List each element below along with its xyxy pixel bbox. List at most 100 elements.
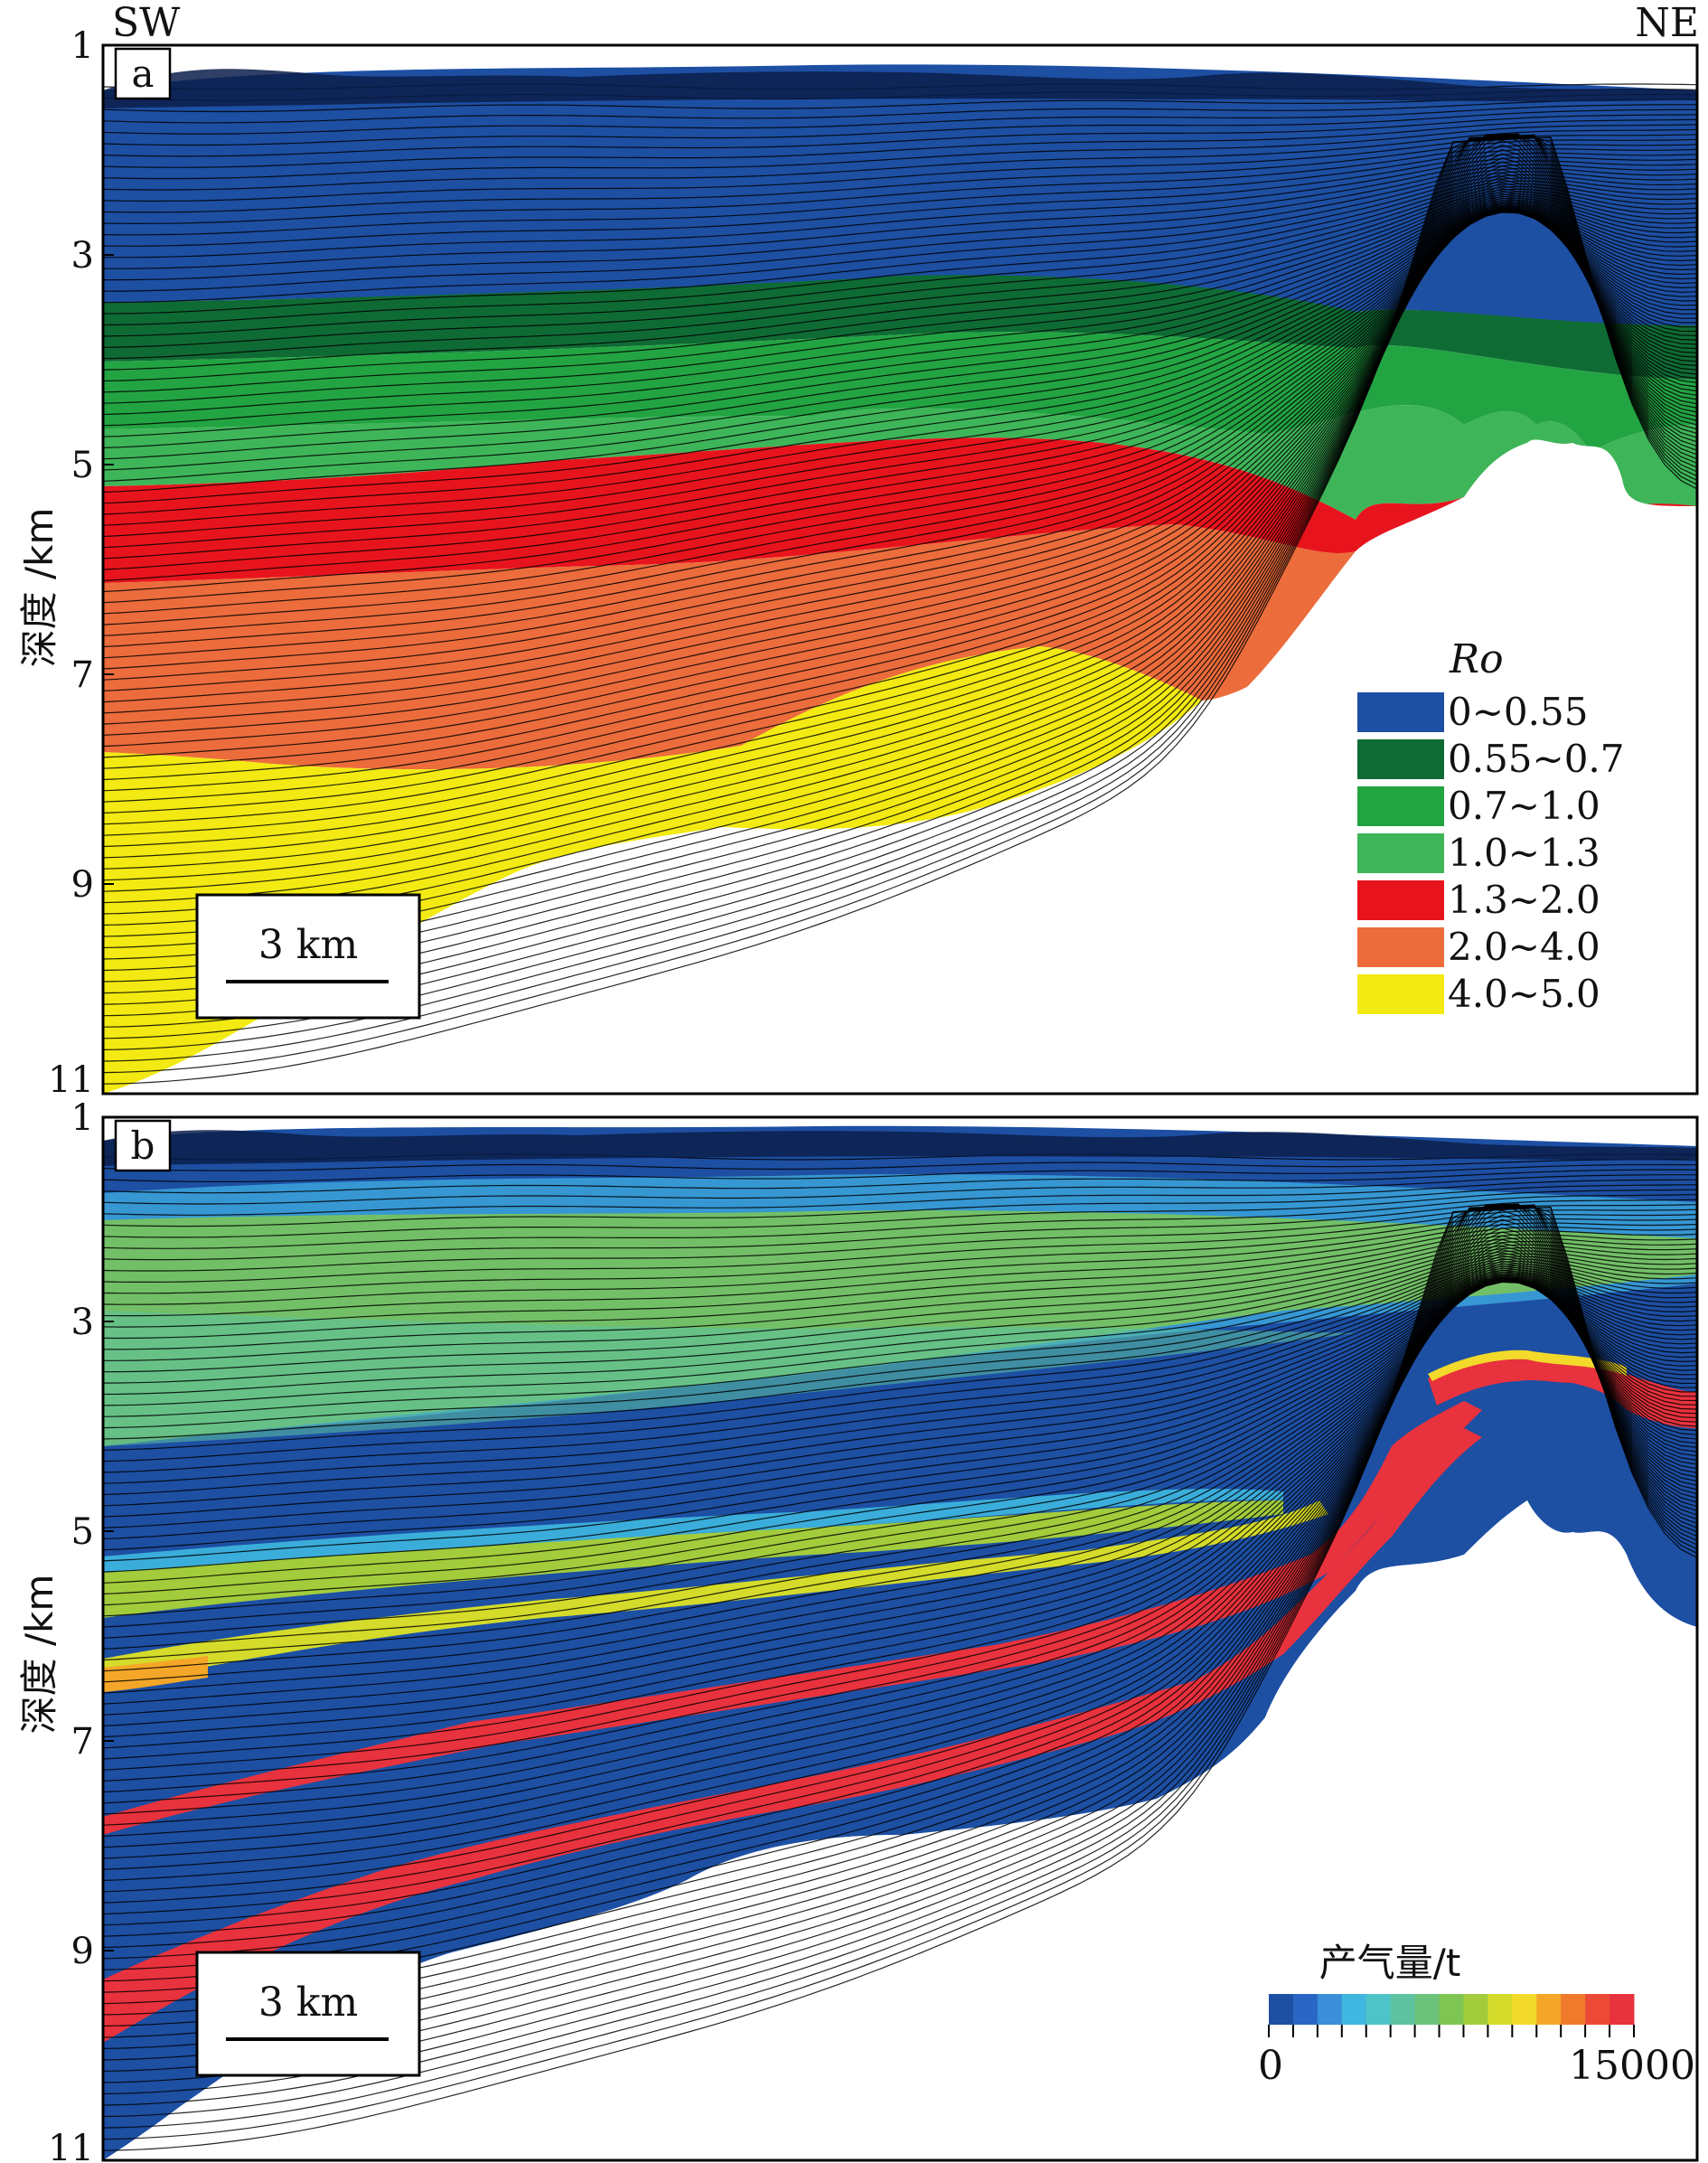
legend-item-label: 4.0~5.0: [1448, 972, 1600, 1016]
strata-line: [103, 157, 1697, 870]
strata-line: [103, 99, 1697, 124]
ro-zone-1.3-2.0: [103, 437, 1464, 583]
y-tick-label: 3: [71, 1302, 94, 1343]
colorbar-segment: [1292, 1994, 1319, 2025]
gas-red-bed-ne: [1428, 1355, 1697, 1428]
ro-zone-4.0-5.0: [103, 646, 1202, 1094]
strata-line: [103, 148, 1697, 892]
panel-b-label: b: [131, 1124, 155, 1168]
strata-line: [103, 1189, 1697, 1238]
legend-swatch: [1357, 739, 1444, 779]
strata-line: [103, 1194, 1697, 1249]
scale-bar-label: 3 km: [258, 1980, 358, 2026]
scale-bar-a: 3 km: [195, 893, 421, 1020]
strata-line: [103, 169, 1697, 836]
panel-a: a 1 3 5 7 9 11 深度 /km 3 km Ro 0~0.550.55…: [17, 25, 1699, 1101]
y-tick-label: 1: [71, 25, 94, 67]
legend-item-label: 1.3~2.0: [1448, 878, 1600, 922]
gas-colorbar: 产气量/t 0 15000: [1258, 1941, 1695, 2089]
colorbar-segment: [1317, 1994, 1343, 2025]
strata-line: [103, 118, 1697, 168]
colorbar-segment: [1487, 1994, 1513, 2025]
y-tick-label: 1: [71, 1097, 94, 1139]
strata-line: [103, 1207, 1697, 2129]
strata-line: [103, 1208, 1697, 1283]
y-tick-label: 11: [48, 2128, 94, 2163]
strata-line: [103, 164, 1697, 281]
strata-line: [103, 1169, 1697, 1194]
colorbar-segment: [1512, 1994, 1537, 2025]
strata-line: [103, 171, 1697, 304]
colorbar-min-label: 0: [1258, 2043, 1283, 2089]
strata-line: [103, 144, 1697, 904]
strata-line: [103, 108, 1697, 146]
y-tick-label: 7: [71, 1721, 94, 1763]
legend-swatch: [1357, 692, 1444, 732]
y-tick-label: 7: [71, 654, 94, 696]
strata-line: [103, 138, 1697, 213]
strata-line: [103, 114, 1697, 157]
strata-line: [103, 1222, 1697, 1317]
strata-line: [103, 1206, 1697, 2151]
strata-line: [103, 156, 1697, 259]
colorbar-segment: [1269, 1994, 1294, 2025]
colorbar-segment: [1414, 1994, 1441, 2025]
ro-section: [103, 45, 1697, 1094]
strata-line: [103, 1159, 1697, 1171]
legend-item-label: 0~0.55: [1448, 690, 1588, 734]
strata-line: [103, 1214, 1697, 1970]
strata-line: [103, 1223, 1697, 1949]
scale-bar-b: 3 km: [195, 1951, 421, 2077]
y-ticks-a: 1 3 5 7 9 11: [48, 25, 114, 1101]
strata-line: [103, 134, 1697, 202]
strata-line: [103, 1244, 1697, 1384]
ne-label: NE: [1635, 0, 1699, 46]
colorbar-segment: [1585, 1994, 1610, 2025]
legend-swatch: [1357, 786, 1444, 826]
legend-item-label: 0.7~1.0: [1448, 784, 1600, 828]
strata-line: [103, 152, 1697, 247]
legend-item-label: 0.55~0.7: [1448, 737, 1625, 781]
colorbar-segment: [1365, 1994, 1392, 2025]
strata-line: [103, 1234, 1697, 1350]
strata-line: [103, 1227, 1697, 1937]
ro-zone-0.55-0.7: [103, 275, 1697, 380]
y-tick-label: 11: [48, 1059, 94, 1101]
strata-line: [103, 177, 1697, 326]
colorbar-segment: [1341, 1994, 1367, 2025]
legend-item-label: 2.0~4.0: [1448, 925, 1600, 969]
strata-line: [103, 165, 1697, 848]
strata-line: [103, 1237, 1697, 1361]
strata-line: [103, 1218, 1697, 1305]
strata-line: [103, 1204, 1697, 1272]
strata-line: [103, 104, 1697, 135]
strata-line: [103, 1207, 1697, 2140]
layer-lines-b: [103, 1153, 1697, 2151]
strata-line: [103, 128, 1697, 191]
legend-item-label: 1.0~1.3: [1448, 831, 1600, 875]
colorbar-segment: [1463, 1994, 1488, 2025]
legend-title: Ro: [1449, 636, 1504, 682]
strata-line: [103, 1246, 1697, 1396]
strata-line: [103, 160, 1697, 269]
strata-line: [103, 148, 1697, 236]
strata-line: [103, 139, 1697, 915]
legend-swatch: [1357, 880, 1444, 920]
strata-line: [103, 153, 1697, 881]
y-tick-label: 3: [71, 235, 94, 277]
y-tick-label: 5: [71, 445, 94, 486]
colorbar-segment: [1561, 1994, 1586, 2025]
strata-line: [103, 1206, 1697, 2118]
strata-line: [103, 136, 1697, 1074]
y-tick-label: 5: [71, 1511, 94, 1553]
colorbar-title: 产气量/t: [1319, 1941, 1461, 1985]
panel-a-label: a: [131, 52, 154, 96]
strata-line: [103, 172, 1697, 825]
ro-legend: Ro 0~0.550.55~0.70.7~1.01.0~1.31.3~2.02.…: [1357, 636, 1625, 1016]
strata-line: [103, 136, 1697, 1085]
strata-line: [103, 1238, 1697, 1904]
strata-line: [103, 136, 1697, 1062]
strata-line: [103, 144, 1697, 225]
strata-line: [103, 93, 1697, 113]
